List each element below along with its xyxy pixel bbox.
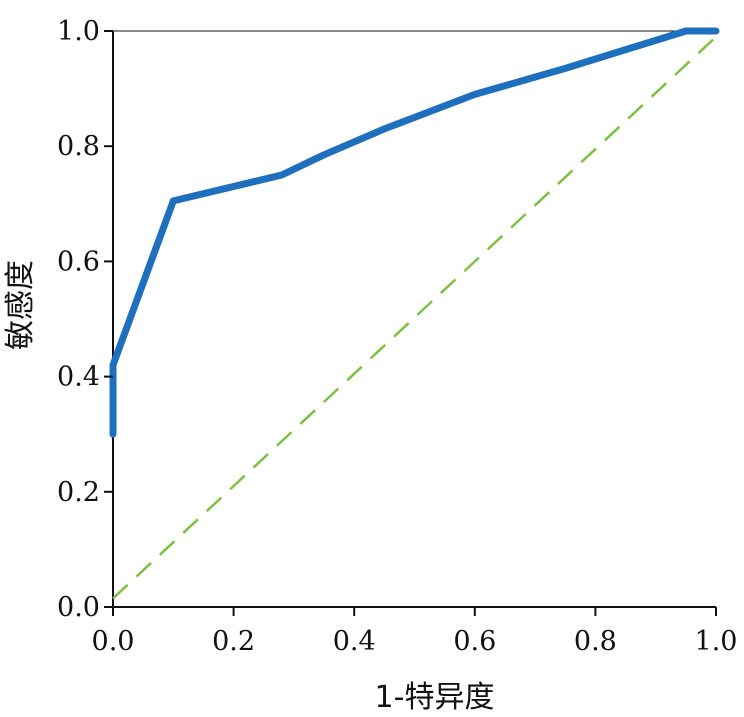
y-axis-label: 敏感度 (3, 260, 38, 350)
chart-axes (112, 30, 716, 608)
y-tick-label: 0.0 (57, 592, 100, 623)
y-tick-label: 1.0 (57, 16, 100, 47)
x-tick-label: 0.8 (574, 626, 617, 657)
reference-diagonal-line (112, 35, 717, 600)
x-axis-label: 1-特异度 (375, 680, 495, 715)
chart-series (109, 27, 720, 600)
roc-curve-line (109, 27, 720, 438)
x-tick-label: 1.0 (695, 626, 738, 657)
chart-ticks: 0.0 0.2 0.4 0.6 0.8 1.0 0.0 0.2 0.4 0.6 0.8 1.0 (57, 16, 737, 657)
x-tick-label: 0.6 (453, 626, 496, 657)
x-tick-label: 0.0 (92, 626, 135, 657)
x-tick-label: 0.2 (212, 626, 255, 657)
y-tick-label: 0.8 (57, 131, 100, 162)
y-tick-label: 0.2 (57, 477, 100, 508)
x-tick-label: 0.4 (333, 626, 376, 657)
y-tick-label: 0.6 (57, 246, 100, 277)
y-tick-label: 0.4 (57, 362, 100, 393)
